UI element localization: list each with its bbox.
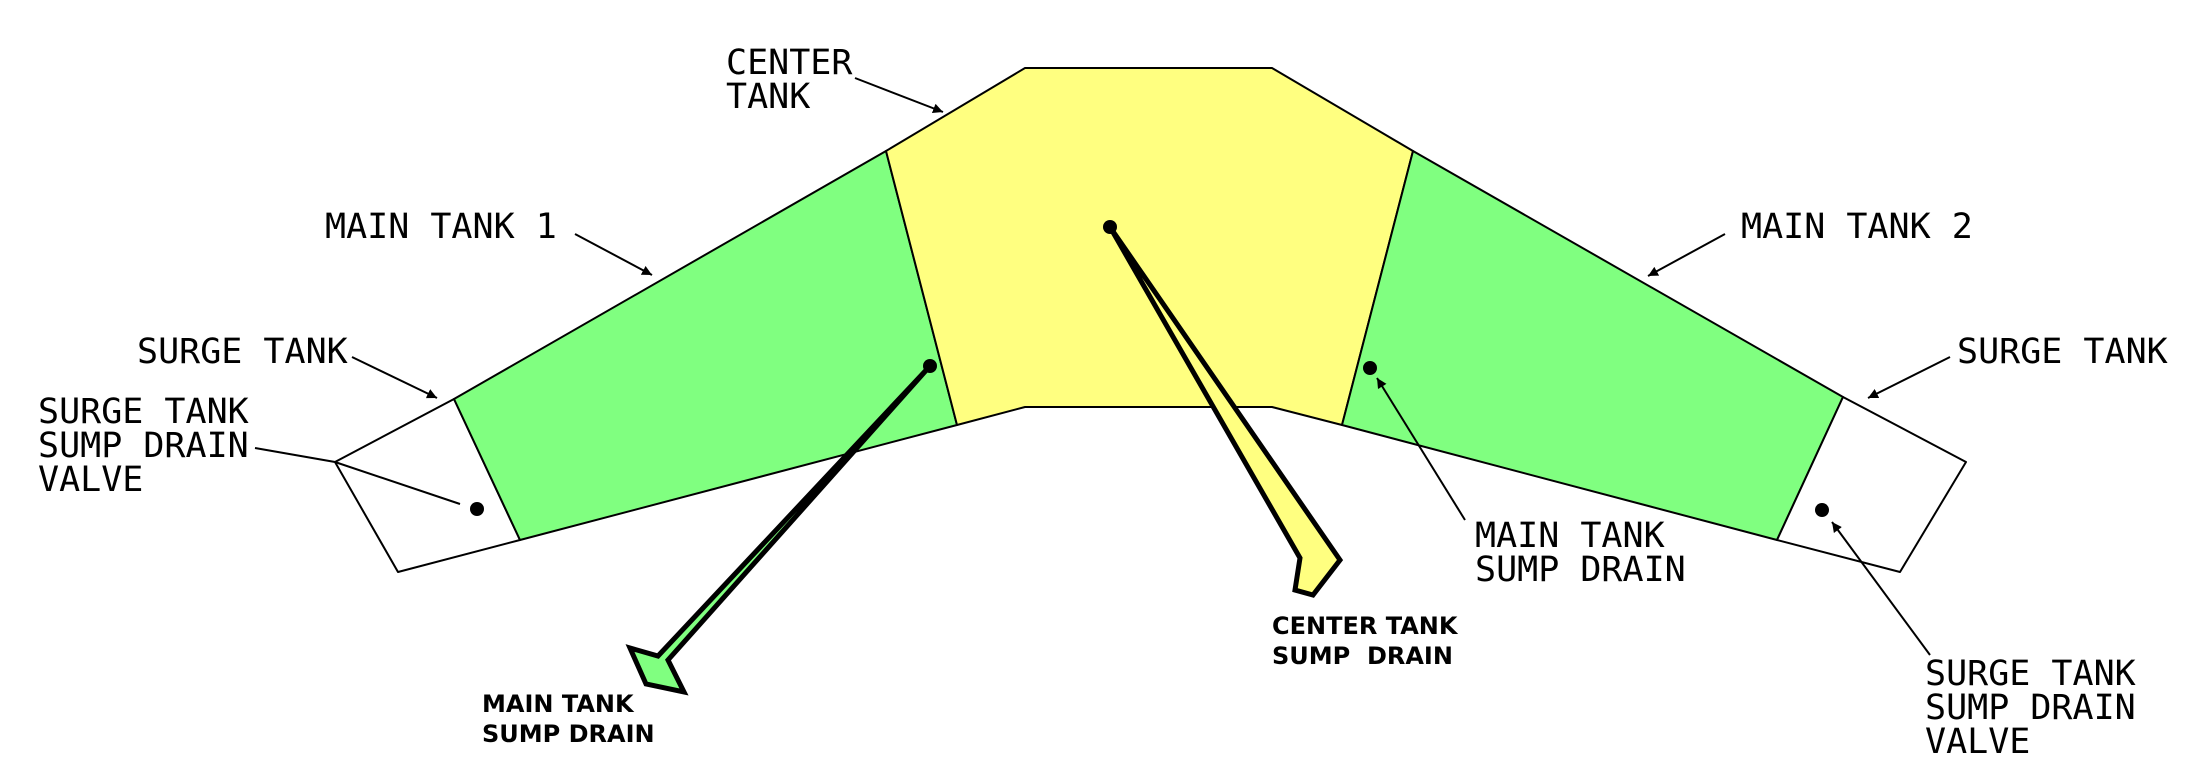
main-tank-1-sump-point <box>923 359 937 373</box>
surge-tank-right-valve-point <box>1815 503 1829 517</box>
surge-tank-left-valve-point <box>470 502 484 516</box>
label-main-sump-left-small: MAIN TANK SUMP DRAIN <box>482 690 655 748</box>
surge-valve-left-leader <box>254 447 461 505</box>
main-tank-2-leader <box>1647 233 1726 277</box>
main-tank-1-leader <box>574 233 653 276</box>
label-main-sump-right: MAIN TANK SUMP DRAIN <box>1475 516 1686 590</box>
label-center-sump-small: CENTER TANK SUMP DRAIN <box>1272 612 1459 670</box>
label-center-tank: CENTER TANK <box>726 43 874 117</box>
label-main-tank-1: MAIN TANK 1 <box>325 207 557 247</box>
label-surge-tank-left: SURGE TANK <box>137 332 348 372</box>
surge-tank-left-leader <box>351 356 438 399</box>
main-tank-sump-drain-arrow-left <box>625 364 932 696</box>
surge-tank-right-region <box>1776 396 1967 573</box>
surge-valve-right-leader <box>1831 521 1931 656</box>
main-tank-2-sump-point <box>1363 361 1377 375</box>
label-surge-tank-right: SURGE TANK <box>1957 332 2168 372</box>
main-sump-right-leader <box>1376 377 1466 521</box>
surge-tank-right-leader <box>1867 356 1951 399</box>
center-tank-leader <box>854 77 944 114</box>
center-tank-region <box>885 67 1414 426</box>
label-main-tank-2: MAIN TANK 2 <box>1741 207 1973 247</box>
label-surge-valve-left: SURGE TANK SUMP DRAIN VALVE <box>38 392 270 500</box>
label-surge-valve-right: SURGE TANK SUMP DRAIN VALVE <box>1925 654 2157 761</box>
center-tank-sump-point <box>1103 220 1117 234</box>
center-tank-sump-drain-arrow <box>1107 225 1344 598</box>
